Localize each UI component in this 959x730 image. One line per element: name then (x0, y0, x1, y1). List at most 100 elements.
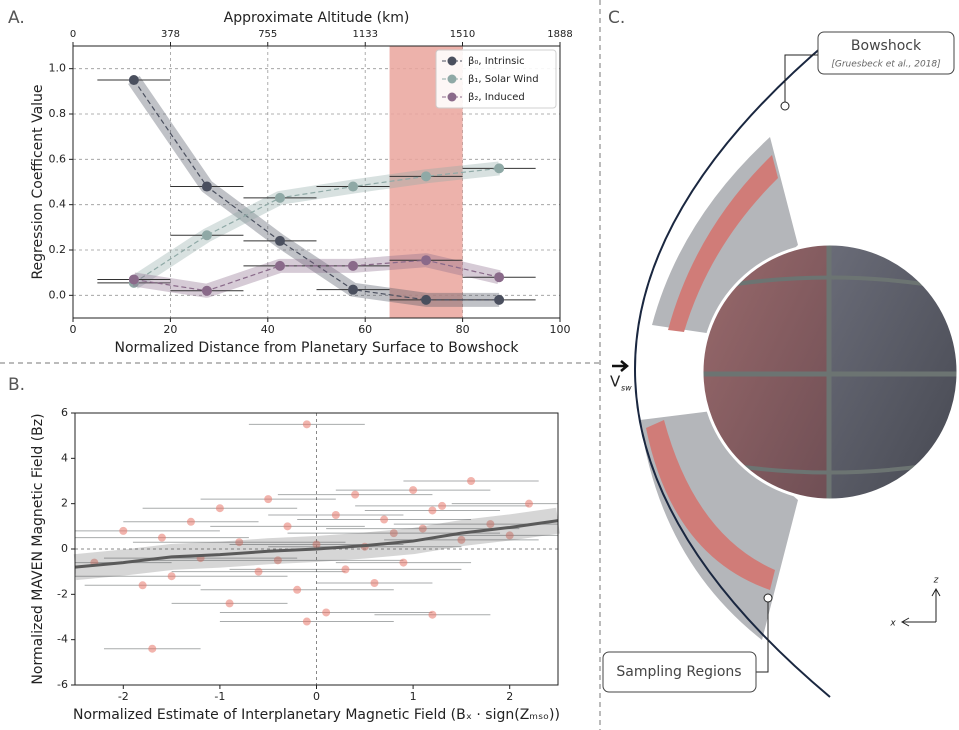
y-tick-label: -4 (57, 633, 68, 646)
x-tick-label: 20 (163, 323, 177, 336)
x-tick-label: 80 (456, 323, 470, 336)
x-tick-label: 1 (410, 690, 417, 703)
point (167, 572, 176, 581)
marker (348, 260, 359, 271)
x-tick-label: 2 (506, 690, 513, 703)
marker (201, 285, 212, 296)
x2-tick-label: 0 (70, 29, 76, 40)
citation: [Gruesbeck et al., 2018] (831, 60, 941, 70)
y-tick-label: -2 (57, 587, 68, 600)
y-tick-label: 2 (61, 497, 68, 510)
callout (756, 598, 769, 673)
point (273, 556, 282, 565)
marker (421, 294, 432, 305)
diagram: C. Bowshock [Gruesbeck et al., 2018] (602, 8, 959, 698)
planet-outline (700, 242, 959, 502)
x-tick-label: 0 (313, 690, 320, 703)
axis-x: x (889, 619, 896, 629)
marker (494, 272, 505, 283)
marker (494, 163, 505, 174)
panel-label: A. (8, 8, 25, 28)
arrow (612, 360, 629, 372)
series-line (133, 259, 500, 292)
point (186, 517, 195, 526)
series-line (133, 167, 500, 284)
y-tick-label: 1.0 (49, 62, 67, 75)
legend-label: β₁, Solar Wind (468, 74, 539, 85)
point (351, 490, 360, 499)
marker (201, 181, 212, 192)
y-tick-label: 4 (61, 451, 68, 464)
callout-box (817, 31, 955, 75)
point (254, 567, 263, 576)
callout (784, 54, 818, 106)
legend-label: β₀, Intrinsic (468, 56, 525, 67)
marker (128, 274, 139, 285)
point (302, 420, 311, 429)
point (138, 581, 147, 590)
axes-icon (900, 587, 941, 627)
x-axis-label: Normalized Estimate of Interplanetary Ma… (73, 707, 560, 723)
point (438, 501, 447, 510)
axis-z: z (933, 576, 939, 586)
point (119, 526, 128, 535)
x2-tick-label: 1888 (547, 29, 572, 40)
point (235, 538, 244, 547)
point (467, 477, 476, 485)
sampling-region-band (668, 155, 778, 332)
marker (274, 235, 285, 246)
point (312, 540, 321, 549)
marker (421, 255, 432, 266)
point (341, 565, 350, 574)
sampling-region-band (646, 420, 775, 590)
x-tick-label: 0 (70, 323, 77, 336)
marker (201, 230, 212, 241)
x2-tick-label: 378 (161, 29, 180, 40)
marker (128, 75, 139, 85)
x-tick-label: 40 (261, 323, 275, 336)
point (380, 515, 389, 524)
panel-label: C. (608, 8, 625, 28)
callout-dot (763, 593, 773, 603)
point (215, 504, 224, 513)
plot-frame (72, 45, 561, 319)
x-axis-label: Normalized Distance from Planetary Surfa… (115, 340, 520, 356)
bowshock-curve (634, 39, 831, 698)
point (399, 558, 408, 567)
v-label: V (610, 373, 621, 391)
point (457, 535, 466, 544)
point (428, 610, 437, 619)
y-tick-label: 0.4 (49, 198, 67, 211)
legend-marker (447, 56, 457, 66)
marker (348, 181, 359, 192)
x-tick-label: -1 (214, 690, 225, 703)
y-tick-label: 6 (61, 406, 68, 419)
legend-marker (447, 92, 457, 102)
point (486, 520, 495, 529)
x-tick-label: -2 (118, 690, 129, 703)
x-tick-label: 60 (358, 323, 372, 336)
marker (494, 294, 505, 305)
legend-label: β₂, Induced (468, 92, 525, 103)
y-tick-label: 0 (61, 542, 68, 555)
y-tick-label: 0.8 (49, 107, 67, 120)
x2-tick-label: 1510 (450, 29, 475, 40)
marker (274, 260, 285, 271)
bowshock-label: Bowshock (851, 38, 922, 54)
plot-frame (74, 412, 559, 686)
sampling-label: Sampling Regions (616, 664, 741, 680)
point (418, 524, 427, 533)
callout-box (602, 651, 757, 693)
point (283, 522, 292, 531)
y-tick-label: 0.2 (49, 243, 67, 256)
y-tick-label: 0.6 (49, 152, 67, 165)
point (322, 608, 331, 617)
x2-tick-label: 755 (258, 29, 277, 40)
marker (348, 284, 359, 295)
y-axis-label: Regression Coefficent Value (30, 84, 46, 279)
panel-label: B. (8, 375, 25, 395)
point (409, 486, 418, 495)
point (157, 533, 166, 542)
y-axis-label: Normalized MAVEN Magnetic Field (Bz) (30, 413, 46, 684)
